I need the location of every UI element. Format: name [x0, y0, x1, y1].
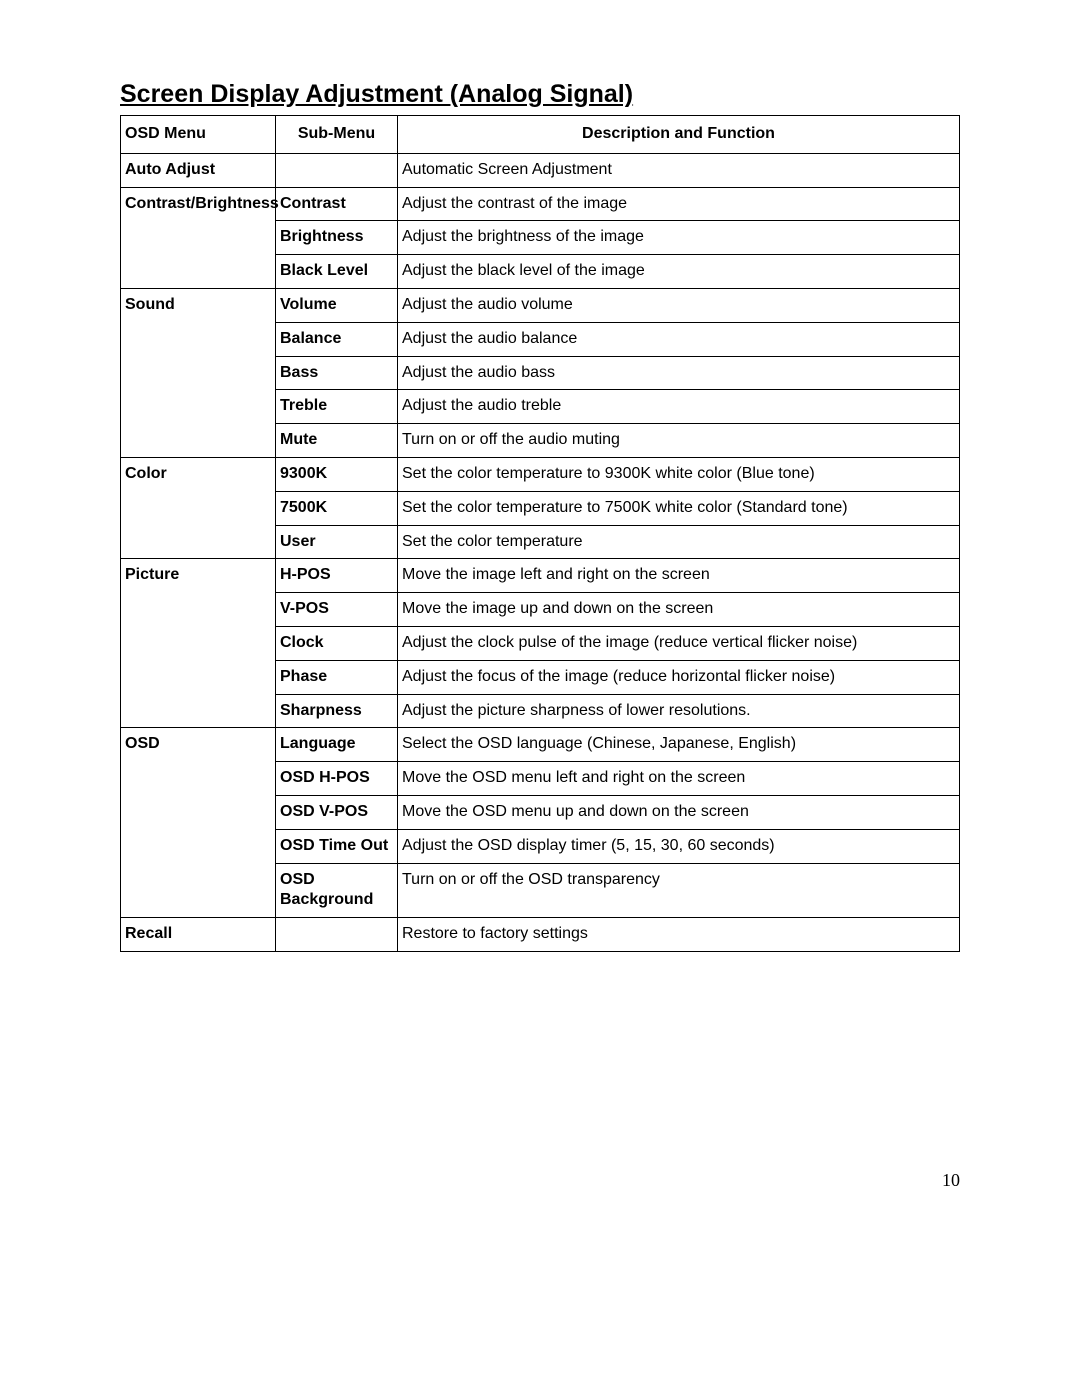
header-sub-menu: Sub-Menu	[276, 116, 398, 154]
table-row: OSD Time OutAdjust the OSD display timer…	[121, 829, 960, 863]
osd-table: OSD Menu Sub-Menu Description and Functi…	[120, 115, 960, 952]
osd-menu-cell	[121, 322, 276, 356]
table-row: Recall Restore to factory settings	[121, 918, 960, 952]
table-row: OSDLanguageSelect the OSD language (Chin…	[121, 728, 960, 762]
page-title: Screen Display Adjustment (Analog Signal…	[120, 80, 960, 109]
table-row: SoundVolumeAdjust the audio volume	[121, 288, 960, 322]
osd-menu-cell: Picture	[121, 559, 276, 593]
description-cell: Automatic Screen Adjustment	[398, 153, 960, 187]
osd-menu-cell: Auto Adjust	[121, 153, 276, 187]
description-cell: Turn on or off the OSD transparency	[398, 863, 960, 918]
sub-menu-cell: OSD Time Out	[276, 829, 398, 863]
description-cell: Move the OSD menu left and right on the …	[398, 762, 960, 796]
page-number: 10	[942, 1170, 960, 1191]
table-row: BrightnessAdjust the brightness of the i…	[121, 221, 960, 255]
osd-menu-cell	[121, 424, 276, 458]
table-row: V-POSMove the image up and down on the s…	[121, 593, 960, 627]
sub-menu-cell: Black Level	[276, 255, 398, 289]
description-cell: Set the color temperature	[398, 525, 960, 559]
table-row: BalanceAdjust the audio balance	[121, 322, 960, 356]
sub-menu-cell: 9300K	[276, 457, 398, 491]
table-row: Contrast/BrightnessContrastAdjust the co…	[121, 187, 960, 221]
osd-menu-cell	[121, 390, 276, 424]
table-row: 7500KSet the color temperature to 7500K …	[121, 491, 960, 525]
description-cell: Move the OSD menu up and down on the scr…	[398, 795, 960, 829]
description-cell: Restore to factory settings	[398, 918, 960, 952]
description-cell: Adjust the focus of the image (reduce ho…	[398, 660, 960, 694]
table-row: Color9300KSet the color temperature to 9…	[121, 457, 960, 491]
header-description: Description and Function	[398, 116, 960, 154]
sub-menu-cell: Brightness	[276, 221, 398, 255]
sub-menu-cell: Balance	[276, 322, 398, 356]
sub-menu-cell: 7500K	[276, 491, 398, 525]
osd-menu-cell: OSD	[121, 728, 276, 762]
sub-menu-cell	[276, 153, 398, 187]
sub-menu-cell: V-POS	[276, 593, 398, 627]
sub-menu-cell: Mute	[276, 424, 398, 458]
sub-menu-cell: Contrast	[276, 187, 398, 221]
osd-menu-cell: Contrast/Brightness	[121, 187, 276, 221]
osd-menu-cell	[121, 525, 276, 559]
description-cell: Move the image up and down on the screen	[398, 593, 960, 627]
sub-menu-cell: Language	[276, 728, 398, 762]
description-cell: Set the color temperature to 7500K white…	[398, 491, 960, 525]
description-cell: Adjust the audio balance	[398, 322, 960, 356]
description-cell: Adjust the clock pulse of the image (red…	[398, 626, 960, 660]
description-cell: Set the color temperature to 9300K white…	[398, 457, 960, 491]
osd-menu-cell	[121, 829, 276, 863]
osd-menu-cell: Color	[121, 457, 276, 491]
description-cell: Adjust the brightness of the image	[398, 221, 960, 255]
description-cell: Turn on or off the audio muting	[398, 424, 960, 458]
sub-menu-cell: Clock	[276, 626, 398, 660]
description-cell: Move the image left and right on the scr…	[398, 559, 960, 593]
description-cell: Adjust the contrast of the image	[398, 187, 960, 221]
description-cell: Adjust the audio volume	[398, 288, 960, 322]
sub-menu-cell: User	[276, 525, 398, 559]
osd-menu-cell	[121, 863, 276, 918]
osd-menu-cell	[121, 762, 276, 796]
description-cell: Adjust the picture sharpness of lower re…	[398, 694, 960, 728]
table-header-row: OSD Menu Sub-Menu Description and Functi…	[121, 116, 960, 154]
osd-menu-cell: Recall	[121, 918, 276, 952]
osd-menu-cell	[121, 356, 276, 390]
table-row: OSD V-POSMove the OSD menu up and down o…	[121, 795, 960, 829]
description-cell: Adjust the black level of the image	[398, 255, 960, 289]
table-row: ClockAdjust the clock pulse of the image…	[121, 626, 960, 660]
osd-menu-cell	[121, 795, 276, 829]
osd-menu-cell	[121, 694, 276, 728]
table-row: PhaseAdjust the focus of the image (redu…	[121, 660, 960, 694]
table-row: PictureH-POSMove the image left and righ…	[121, 559, 960, 593]
sub-menu-cell: OSD Background	[276, 863, 398, 918]
sub-menu-cell: OSD H-POS	[276, 762, 398, 796]
osd-menu-cell	[121, 491, 276, 525]
osd-menu-cell	[121, 221, 276, 255]
sub-menu-cell	[276, 918, 398, 952]
table-row: Auto Adjust Automatic Screen Adjustment	[121, 153, 960, 187]
osd-menu-cell	[121, 626, 276, 660]
sub-menu-cell: OSD V-POS	[276, 795, 398, 829]
description-cell: Adjust the OSD display timer (5, 15, 30,…	[398, 829, 960, 863]
table-row: MuteTurn on or off the audio muting	[121, 424, 960, 458]
sub-menu-cell: H-POS	[276, 559, 398, 593]
sub-menu-cell: Bass	[276, 356, 398, 390]
table-row: OSD H-POSMove the OSD menu left and righ…	[121, 762, 960, 796]
osd-menu-cell	[121, 593, 276, 627]
sub-menu-cell: Volume	[276, 288, 398, 322]
osd-menu-cell	[121, 255, 276, 289]
table-row: BassAdjust the audio bass	[121, 356, 960, 390]
description-cell: Adjust the audio treble	[398, 390, 960, 424]
table-row: OSD BackgroundTurn on or off the OSD tra…	[121, 863, 960, 918]
osd-menu-cell: Sound	[121, 288, 276, 322]
table-row: Black LevelAdjust the black level of the…	[121, 255, 960, 289]
sub-menu-cell: Sharpness	[276, 694, 398, 728]
sub-menu-cell: Phase	[276, 660, 398, 694]
table-row: TrebleAdjust the audio treble	[121, 390, 960, 424]
sub-menu-cell: Treble	[276, 390, 398, 424]
description-cell: Adjust the audio bass	[398, 356, 960, 390]
osd-menu-cell	[121, 660, 276, 694]
description-cell: Select the OSD language (Chinese, Japane…	[398, 728, 960, 762]
table-row: UserSet the color temperature	[121, 525, 960, 559]
header-osd-menu: OSD Menu	[121, 116, 276, 154]
table-row: SharpnessAdjust the picture sharpness of…	[121, 694, 960, 728]
